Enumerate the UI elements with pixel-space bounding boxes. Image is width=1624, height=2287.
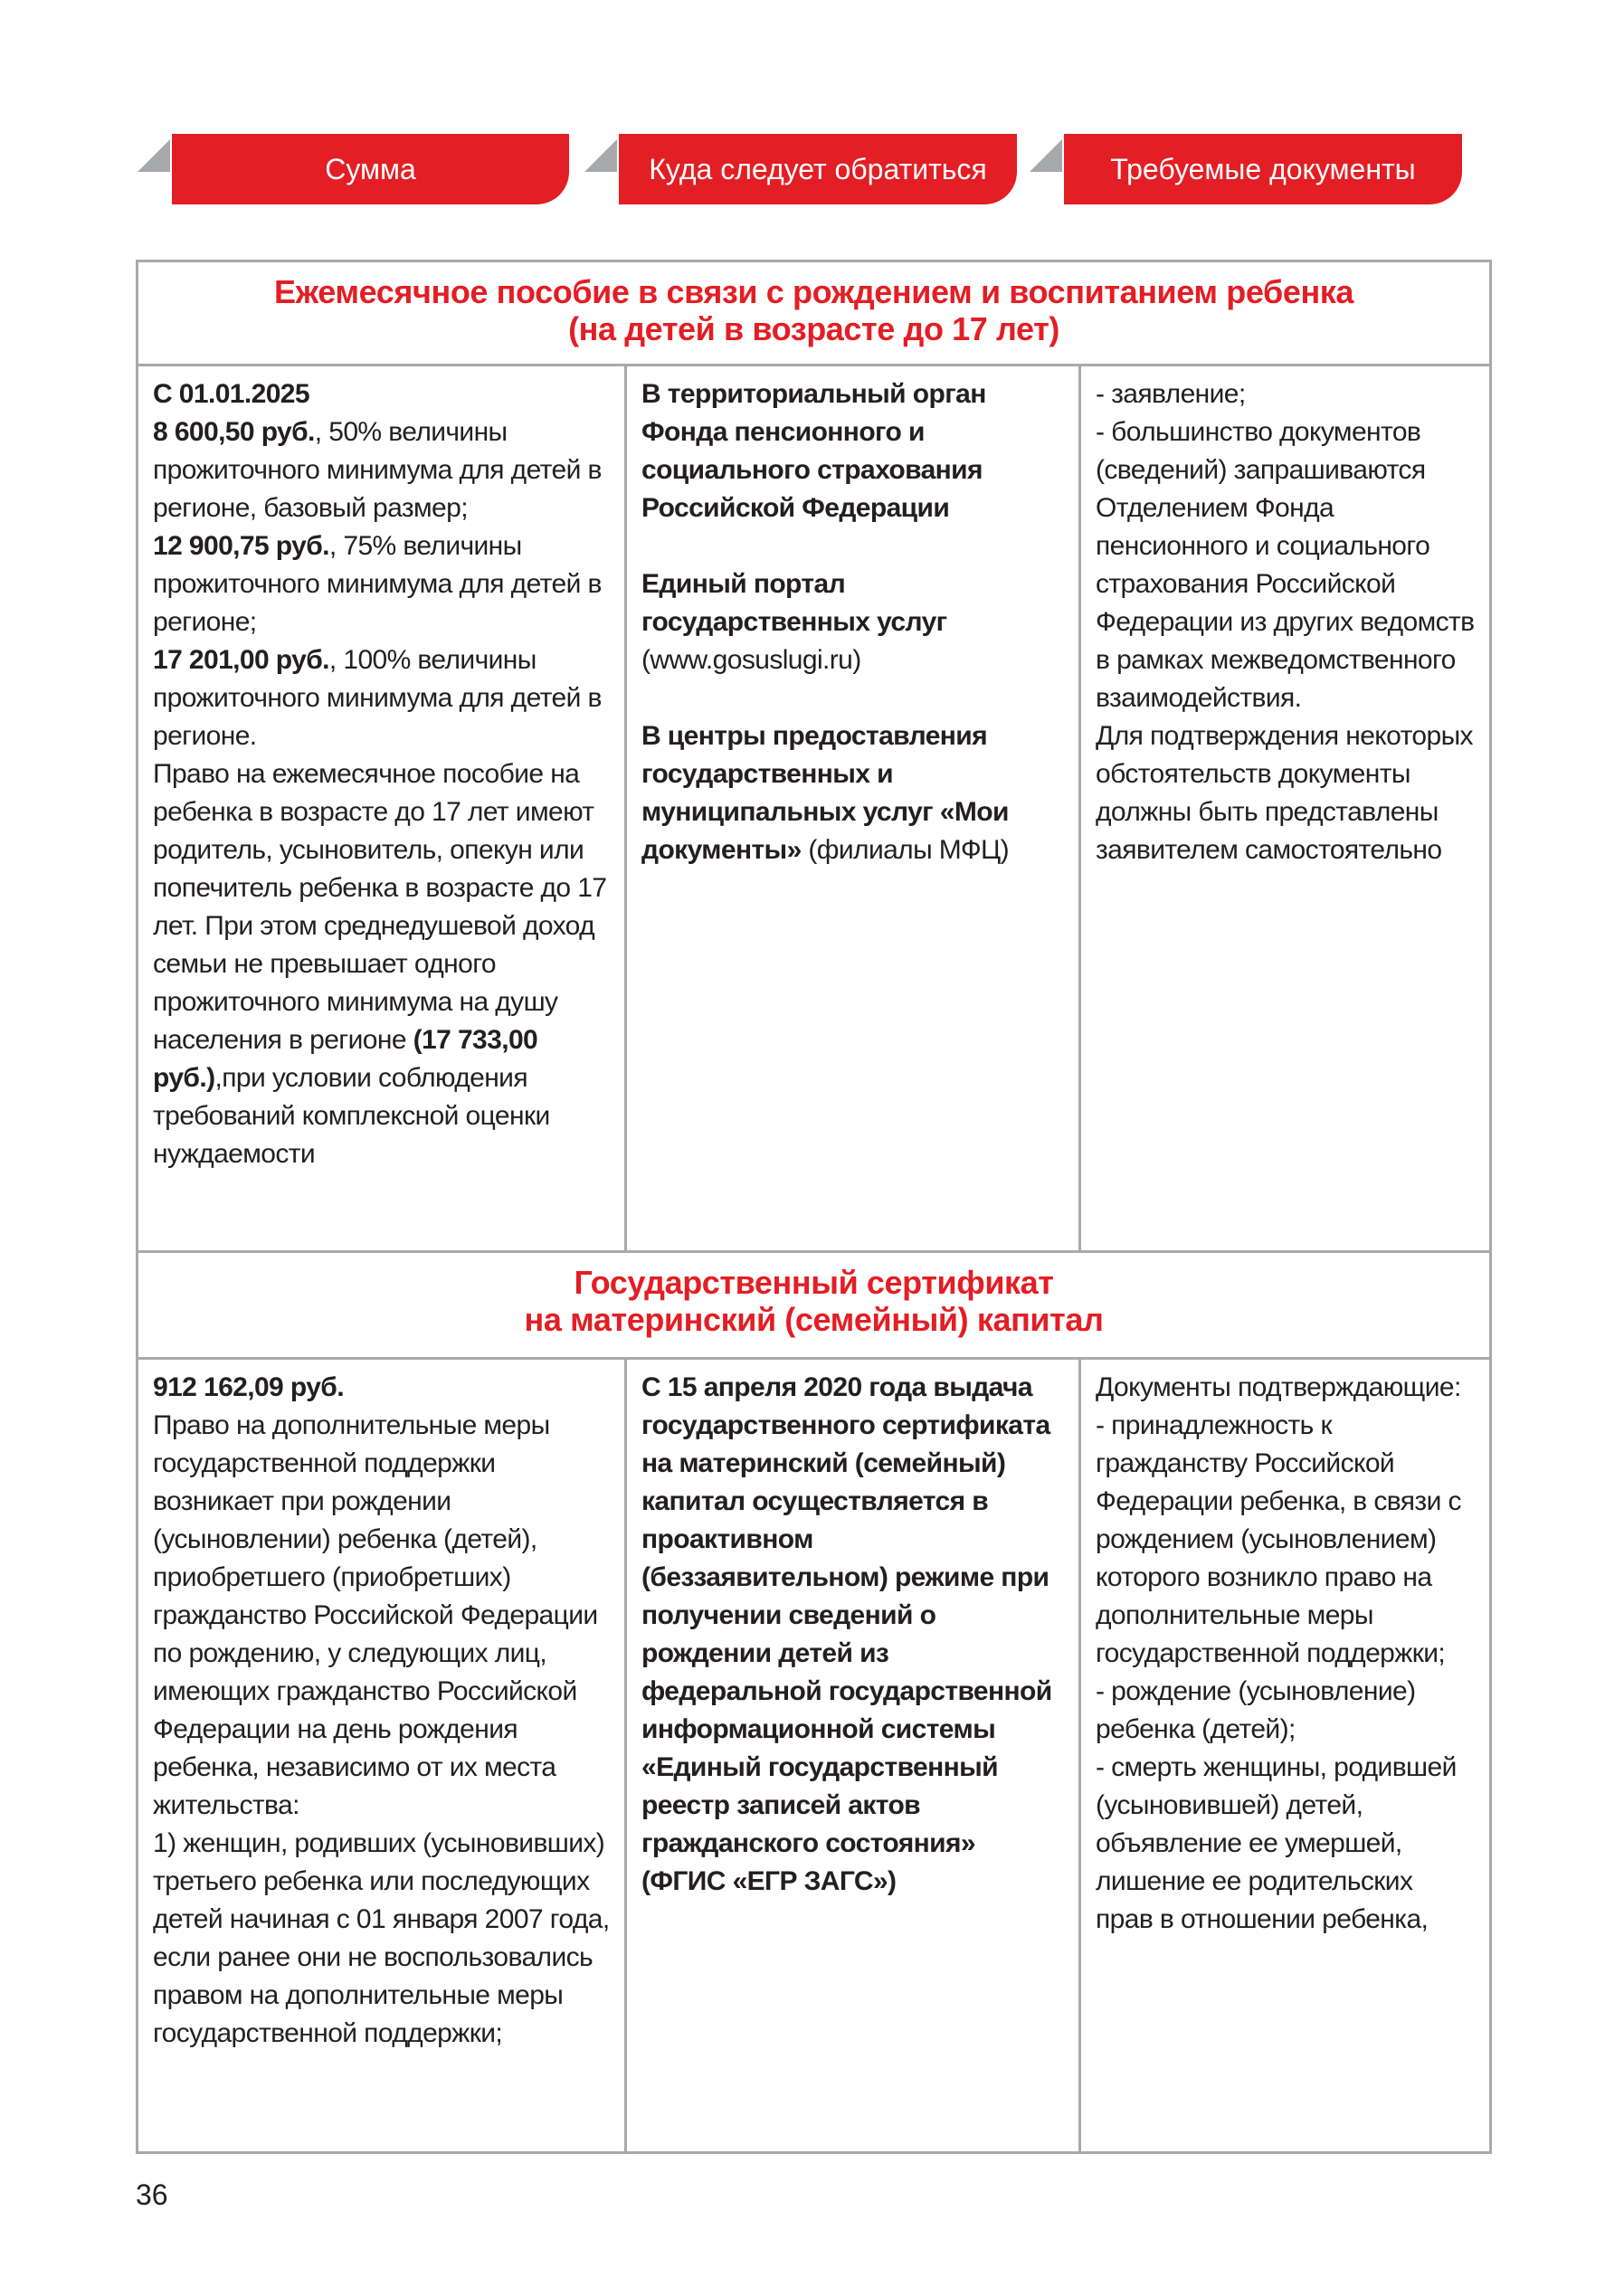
bold-text: Единый портал государственных услуг [641, 569, 947, 637]
text: - большинство документов (сведений) запр… [1096, 417, 1475, 713]
bold-text: С 15 апреля 2020 года выдача государстве… [641, 1372, 1052, 1896]
text-line: В территориальный орган Фонда пенсионног… [641, 375, 1066, 527]
tab-corner [1030, 139, 1062, 172]
bold-text: 12 900,75 руб. [153, 531, 329, 561]
bold-text: (17 733,00 руб.) [153, 1025, 538, 1093]
text-line: 1) женщин, родивших (усыновивших) третье… [153, 1825, 612, 2053]
table-cell: С 01.01.2025 8 600,50 руб., 50% величины … [136, 364, 627, 1253]
text: Документы подтверждающие: [1096, 1372, 1461, 1402]
text: - смерть женщины, родившей (усыновившей)… [1096, 1752, 1457, 1934]
bold-text: 8 600,50 руб. [153, 417, 315, 447]
tab: Требуемые документы [1030, 134, 1462, 204]
cell-block: Единый портал государственных услуг (www.… [641, 565, 1066, 679]
text: (www.gosuslugi.ru) [641, 645, 861, 675]
title-line: Ежемесячное пособие в связи с рождением … [273, 273, 1354, 310]
text-line: Право на дополнительные меры государстве… [153, 1407, 612, 1825]
table-cell: Документы подтверждающие: - принадлежност… [1078, 1357, 1493, 2154]
bold-text: 17 201,00 руб. [153, 645, 329, 675]
text-line: 912 162,09 руб. [153, 1369, 612, 1407]
tab: Сумма [138, 134, 569, 204]
cell-block: - заявление; - большинство документов (св… [1096, 375, 1477, 869]
text-line: С 01.01.2025 [153, 375, 612, 413]
section-title: Ежемесячное пособие в связи с рождением … [135, 260, 1493, 366]
text: Право на ежемесячное пособие на ребенка … [153, 759, 607, 1055]
text: ,при условии соблюдения требований компл… [153, 1063, 550, 1169]
bold-text: В центры предоставления государственных … [641, 721, 1009, 865]
title-line: (на детей в возрасте до 17 лет) [568, 310, 1059, 347]
cell-block: С 01.01.2025 8 600,50 руб., 50% величины … [153, 375, 612, 1173]
text: Право на дополнительные меры государстве… [153, 1410, 598, 1820]
tab-label: Сумма [172, 134, 569, 204]
text-line: Для подтверждения некоторых обстоятельст… [1096, 717, 1477, 869]
text-line: 12 900,75 руб., 75% величины прожиточног… [153, 527, 612, 641]
table-cell: 912 162,09 руб. Право на дополнительные м… [136, 1357, 627, 2154]
text-line: - большинство документов (сведений) запр… [1096, 413, 1477, 717]
text-line: - рождение (усыновление) ребенка (детей)… [1096, 1673, 1477, 1749]
text: , 50% величины прожиточного минимума для… [153, 417, 602, 523]
text: - рождение (усыновление) ребенка (детей)… [1096, 1676, 1416, 1744]
section-header-row: Государственный сертификат на материнский… [135, 1250, 1493, 1360]
text-line: 8 600,50 руб., 50% величины прожиточного… [153, 413, 612, 527]
title-line: Государственный сертификат [574, 1264, 1054, 1301]
text-line: В центры предоставления государственных … [641, 717, 1066, 869]
text: 1) женщин, родивших (усыновивших) третье… [153, 1828, 610, 2048]
bold-text: С 01.01.2025 [153, 379, 310, 409]
text-line: 17 201,00 руб., 100% величины прожиточно… [153, 641, 612, 755]
text: Для подтверждения некоторых обстоятельст… [1096, 721, 1474, 865]
bold-text: В территориальный орган Фонда пенсионног… [641, 379, 986, 523]
cell-block: В территориальный орган Фонда пенсионног… [641, 375, 1066, 527]
text-line: Единый портал государственных услуг [641, 565, 1066, 641]
page-number: 36 [136, 2178, 168, 2211]
text-line: С 15 апреля 2020 года выдача государстве… [641, 1369, 1066, 1901]
tab-corner [584, 139, 617, 172]
text-line: - принадлежность к гражданству Российско… [1096, 1407, 1477, 1673]
text: (филиалы МФЦ) [801, 835, 1010, 865]
table-cell: - заявление; - большинство документов (св… [1078, 364, 1493, 1253]
text: , 100% величины прожиточного минимума дл… [153, 645, 602, 751]
text: - заявление; [1096, 379, 1246, 409]
bold-text: 912 162,09 руб. [153, 1372, 345, 1402]
text-line: - заявление; [1096, 375, 1477, 413]
section-body-row: 912 162,09 руб. Право на дополнительные м… [136, 1357, 1493, 2154]
text-line: Право на ежемесячное пособие на ребенка … [153, 755, 612, 1173]
tab-label: Куда следует обратиться [619, 134, 1017, 204]
title-line: на материнский (семейный) капитал [524, 1301, 1104, 1338]
section-title: Государственный сертификат на материнский… [135, 1250, 1493, 1360]
benefits-table: Ежемесячное пособие в связи с рождением … [135, 260, 1493, 2154]
section-header-row: Ежемесячное пособие в связи с рождением … [135, 260, 1493, 366]
text: , 75% величины прожиточного минимума для… [153, 531, 602, 637]
text-line: - смерть женщины, родившей (усыновившей)… [1096, 1749, 1477, 1939]
text-line: Документы подтверждающие: [1096, 1369, 1477, 1407]
cell-block: С 15 апреля 2020 года выдача государстве… [641, 1369, 1066, 1901]
cell-block: Документы подтверждающие: - принадлежност… [1096, 1369, 1477, 1939]
text-line: (www.gosuslugi.ru) [641, 641, 1066, 679]
section-body-row: С 01.01.2025 8 600,50 руб., 50% величины … [136, 364, 1493, 1253]
cell-block: 912 162,09 руб. Право на дополнительные м… [153, 1369, 612, 2053]
table-cell: С 15 апреля 2020 года выдача государстве… [624, 1357, 1081, 2154]
tab-corner [138, 139, 170, 172]
table-cell: В территориальный орган Фонда пенсионног… [624, 364, 1081, 1253]
cell-block: В центры предоставления государственных … [641, 717, 1066, 869]
text: - принадлежность к гражданству Российско… [1096, 1410, 1461, 1668]
tab-label: Требуемые документы [1064, 134, 1462, 204]
tab: Куда следует обратиться [584, 134, 1017, 204]
